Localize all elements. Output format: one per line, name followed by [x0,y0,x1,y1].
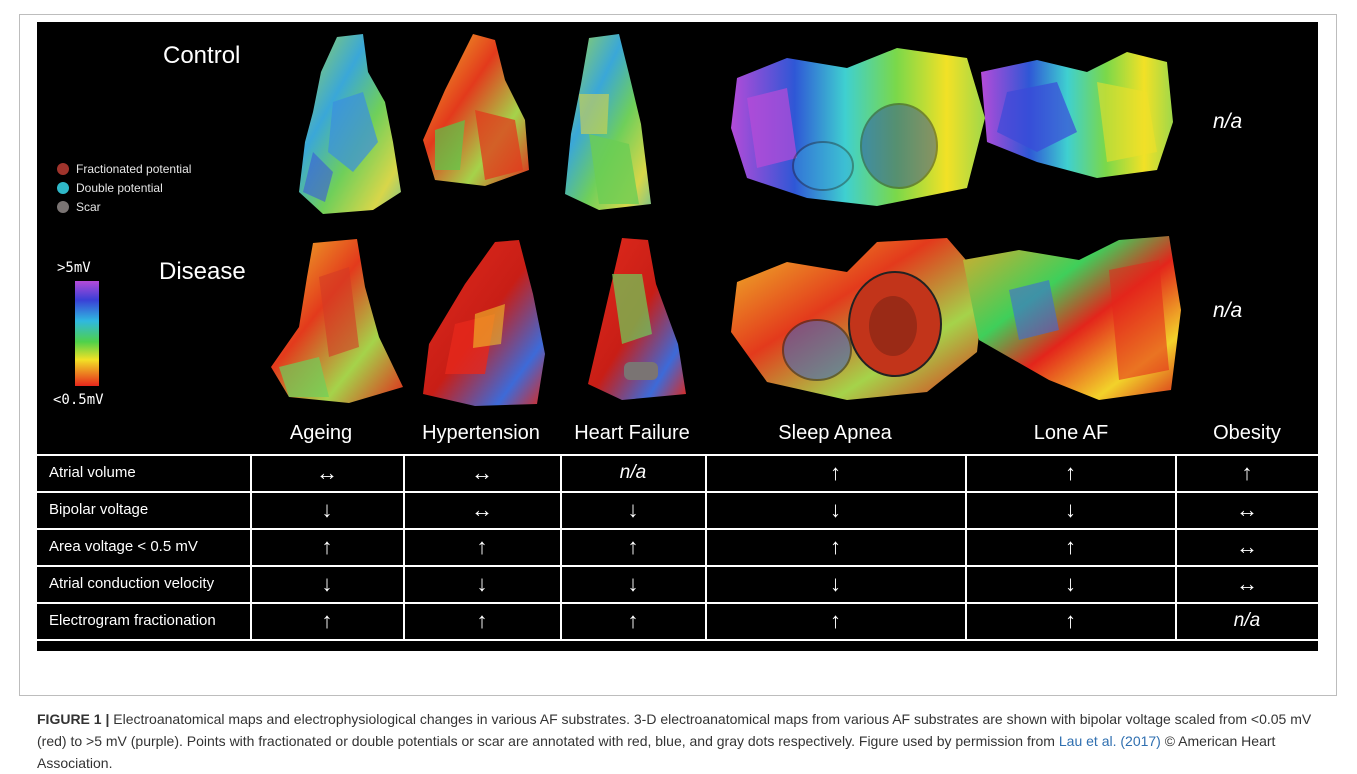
column-header-hypertension: Hypertension [422,422,540,444]
column-header-lone-af: Lone AF [1033,422,1109,444]
table-cell: ↑ [830,534,841,559]
table-cell: n/a [1233,610,1261,631]
table-rule [37,454,1318,456]
table-row: Electrogram fractionation ↑ ↑ ↑ ↑ ↑ n/a [37,602,1318,639]
table-divider [1175,454,1177,639]
map-disease-ageing [271,239,403,403]
voltage-color-bar [75,281,99,386]
table-cell: ↓ [627,497,639,522]
scale-min-label: <0.5mV [53,392,104,408]
table-cell: ↓ [1065,497,1076,522]
table-cell: ↑ [476,534,488,559]
table-rule [37,491,1318,493]
figure-caption: FIGURE 1 | Electroanatomical maps and el… [37,708,1327,774]
legend-label-double: Double potential [76,181,163,195]
table-cell: ↓ [830,571,841,596]
caption-label: FIGURE 1 | [37,711,110,727]
table-cell: ↑ [1065,460,1076,485]
na-control-obesity: n/a [1213,110,1243,133]
table-cell: ↑ [1065,534,1076,559]
map-disease-lone-af [963,236,1181,400]
table-cell: ↓ [321,571,333,596]
table-cell: ↑ [627,608,639,633]
table-cell: ↓ [321,497,333,522]
double-potential-dot [57,182,69,194]
column-header-heart-failure: Heart Failure [574,422,690,444]
map-control-heart-failure [565,34,651,210]
map-control-ageing [299,34,401,214]
map-control-sleep-apnea [731,48,985,206]
table-cell: ↑ [321,534,333,559]
legend-label-fractionated: Fractionated potential [76,162,192,176]
table-cell: ↓ [830,497,841,522]
fractionated-potential-dot [57,163,69,175]
substrate-table: Atrial volume ↔ ↔ n/a ↑ ↑ ↑ Bipolar volt… [37,454,1318,641]
map-disease-sleep-apnea [731,238,985,400]
table-divider [250,454,252,639]
citation-link[interactable]: Lau et al. (2017) [1058,733,1161,749]
column-header-obesity: Obesity [1213,422,1281,444]
table-cell: ↑ [830,460,841,485]
table-row: Bipolar voltage ↓ ↔ ↓ ↓ ↓ ↔ [37,491,1318,528]
row-label: Area voltage < 0.5 mV [49,538,198,555]
row-label-control: Control [163,42,241,69]
table-rule [37,565,1318,567]
scale-max-label: >5mV [57,260,91,276]
column-header-ageing: Ageing [289,422,353,444]
table-cell: ↓ [1065,571,1076,596]
table-rule [37,602,1318,604]
table-cell: ↑ [1065,608,1076,633]
legend-label-scar: Scar [76,200,101,214]
table-divider [965,454,967,639]
table-cell: ↔ [1236,497,1258,522]
table-divider [705,454,707,639]
map-control-hypertension [423,34,529,186]
row-label-disease: Disease [159,258,246,285]
table-cell: ↑ [627,534,639,559]
column-header-sleep-apnea: Sleep Apnea [778,422,892,444]
na-disease-obesity: n/a [1213,299,1243,322]
table-row: Atrial volume ↔ ↔ n/a ↑ ↑ ↑ [37,454,1318,491]
table-cell: ↔ [316,460,338,485]
table-rule [37,528,1318,530]
table-cell: ↔ [1236,534,1258,559]
table-cell: ↑ [321,608,333,633]
caption-text: Electroanatomical maps and electrophysio… [37,711,1312,749]
table-divider [560,454,562,639]
table-cell: ↔ [471,497,493,522]
table-row: Atrial conduction velocity ↓ ↓ ↓ ↓ ↓ ↔ [37,565,1318,602]
table-cell: ↔ [1236,571,1258,596]
table-cell: ↑ [476,608,488,633]
map-disease-heart-failure [588,238,686,400]
figure-panel: Control Disease Fractionated potential D… [37,22,1318,651]
table-cell: ↑ [830,608,841,633]
row-label: Atrial conduction velocity [49,575,215,592]
table-rule [37,639,1318,641]
table-cell: ↔ [471,460,493,485]
table-cell: ↑ [1241,460,1253,485]
row-label: Bipolar voltage [49,501,149,518]
table-row: Area voltage < 0.5 mV ↑ ↑ ↑ ↑ ↑ ↔ [37,528,1318,565]
map-disease-hypertension [423,240,545,406]
figure-frame [19,14,1337,696]
row-label: Electrogram fractionation [49,612,216,629]
row-label: Atrial volume [49,464,136,481]
map-control-lone-af [981,52,1173,178]
scar-dot [57,201,69,213]
table-divider [403,454,405,639]
table-cell: ↓ [476,571,488,596]
table-cell: n/a [619,462,647,483]
table-cell: ↓ [627,571,639,596]
